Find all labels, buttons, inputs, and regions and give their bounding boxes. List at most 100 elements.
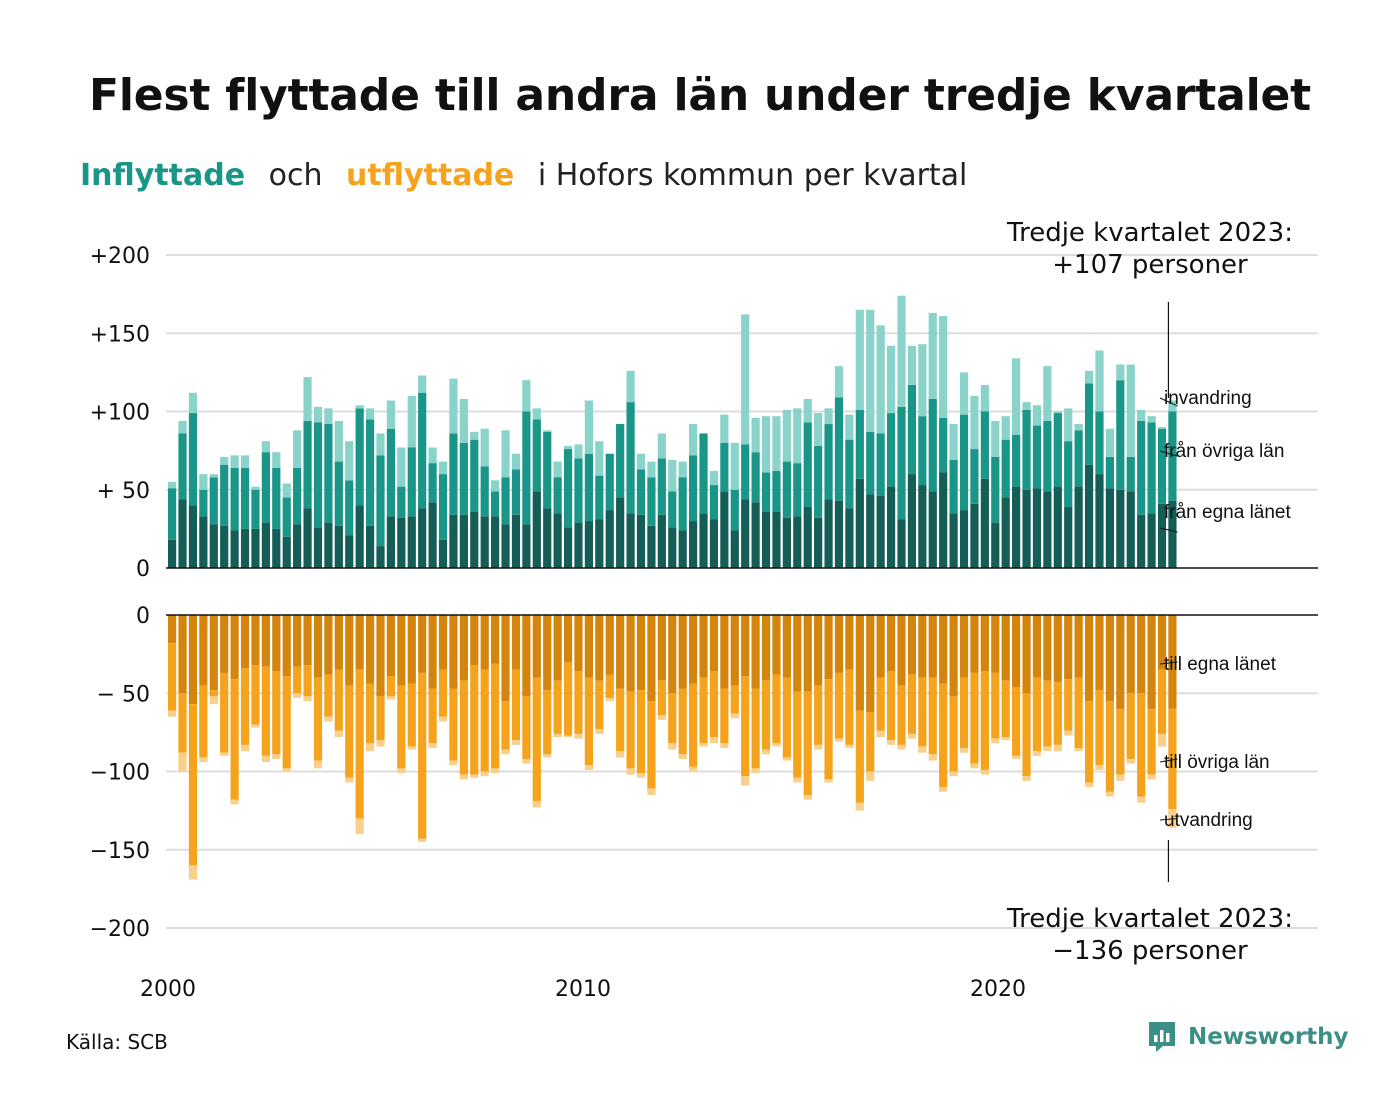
- annotation-bottom-line2: −136 personer: [1052, 935, 1248, 966]
- bar-out-1-17: [345, 685, 354, 778]
- bar-out-0-67: [866, 615, 875, 713]
- bar-in-1-21: [386, 428, 396, 517]
- bar-in-0-85: [1053, 486, 1062, 568]
- bar-in-2-65: [845, 414, 854, 440]
- chart-title: Flest flyttade till andra län under tred…: [88, 70, 1311, 121]
- bar-in-0-14: [313, 527, 323, 568]
- bar-out-0-27: [449, 615, 458, 689]
- bar-out-0-94: [1147, 615, 1156, 709]
- bar-in-0-93: [1137, 514, 1146, 568]
- bar-out-1-11: [282, 676, 291, 769]
- bar-out-1-6: [230, 679, 239, 800]
- bar-in-1-20: [376, 455, 385, 547]
- bar-in-0-20: [376, 546, 385, 568]
- brand-logo[interactable]: Newsworthy: [1146, 1020, 1349, 1054]
- bar-out-0-35: [532, 615, 541, 678]
- bar-in-0-40: [584, 521, 593, 568]
- bar-in-1-43: [616, 424, 625, 498]
- bar-out-2-22: [397, 768, 406, 774]
- bar-in-2-60: [793, 408, 802, 464]
- bar-out-2-32: [501, 749, 510, 755]
- bar-in-0-67: [866, 494, 875, 568]
- bar-in-1-56: [751, 452, 760, 503]
- bar-out-0-59: [782, 615, 791, 678]
- bar-out-0-30: [480, 615, 489, 670]
- bar-in-1-52: [709, 485, 719, 520]
- bar-out-0-87: [1074, 615, 1083, 678]
- bar-out-0-29: [470, 615, 479, 666]
- bar-out-0-42: [605, 615, 614, 675]
- bar-in-0-17: [345, 535, 354, 568]
- bar-in-1-18: [355, 408, 364, 506]
- bar-in-1-74: [939, 417, 948, 473]
- bar-out-0-21: [386, 615, 396, 677]
- bar-in-1-65: [845, 439, 854, 509]
- bar-in-2-37: [553, 461, 562, 478]
- bar-in-2-92: [1126, 364, 1135, 457]
- bar-out-2-43: [616, 751, 625, 758]
- bar-in-2-64: [834, 366, 844, 398]
- bar-in-0-3: [199, 516, 208, 568]
- bar-out-0-49: [678, 615, 687, 689]
- bar-in-0-63: [824, 499, 833, 568]
- bar-out-2-47: [657, 715, 666, 720]
- bar-in-0-1: [178, 499, 187, 568]
- bar-out-0-0: [168, 615, 177, 644]
- bar-in-0-72: [918, 485, 927, 568]
- bar-out-2-66: [855, 802, 864, 811]
- bar-out-2-34: [522, 758, 531, 764]
- bar-out-1-79: [991, 672, 1000, 739]
- bar-out-0-78: [980, 615, 989, 672]
- bar-in-1-8: [251, 489, 260, 529]
- bar-out-0-69: [886, 615, 896, 672]
- bar-out-1-81: [1012, 686, 1021, 756]
- bar-out-0-58: [772, 615, 781, 675]
- bar-out-2-72: [918, 746, 927, 753]
- bar-in-0-47: [657, 514, 666, 568]
- bar-in-2-62: [814, 413, 823, 446]
- bar-out-2-53: [720, 743, 729, 749]
- bar-in-1-58: [772, 470, 781, 512]
- bar-in-1-76: [959, 414, 969, 511]
- bar-out-1-18: [355, 669, 364, 819]
- bar-in-0-78: [980, 478, 989, 568]
- bar-out-0-19: [365, 615, 375, 684]
- y-tick-out--100: −100: [90, 761, 150, 786]
- bar-out-0-61: [803, 615, 812, 692]
- chart-subtitle: Inflyttade och utflyttade i Hofors kommu…: [80, 158, 981, 193]
- bar-in-1-14: [313, 422, 323, 528]
- bar-out-0-52: [709, 615, 719, 672]
- bar-out-2-75: [949, 771, 958, 777]
- bar-in-2-19: [365, 408, 375, 420]
- bar-out-0-60: [793, 615, 802, 692]
- x-tick-2010: 2010: [555, 977, 611, 1002]
- bar-out-0-88: [1084, 615, 1094, 702]
- bar-in-0-95: [1157, 503, 1167, 568]
- bar-in-2-72: [918, 344, 927, 417]
- bar-in-1-42: [605, 453, 614, 511]
- bar-in-0-91: [1116, 489, 1125, 568]
- bar-in-1-59: [782, 461, 791, 518]
- bar-in-0-27: [449, 514, 458, 568]
- bar-out-1-54: [730, 685, 739, 714]
- bar-out-1-89: [1095, 690, 1104, 766]
- bar-in-0-74: [939, 472, 948, 568]
- bar-in-2-67: [866, 309, 875, 432]
- bar-in-1-82: [1022, 409, 1031, 490]
- bar-in-2-38: [563, 445, 573, 450]
- bar-out-0-18: [355, 615, 364, 670]
- bar-out-1-68: [876, 677, 885, 731]
- bar-out-1-78: [980, 671, 989, 770]
- bar-in-0-24: [418, 508, 427, 568]
- bar-out-2-29: [470, 774, 479, 778]
- bar-out-1-27: [449, 688, 458, 761]
- bar-in-0-7: [240, 528, 250, 568]
- bar-in-0-89: [1095, 474, 1104, 568]
- bar-in-1-83: [1032, 425, 1042, 489]
- bar-in-1-36: [543, 431, 552, 509]
- bar-out-2-38: [563, 735, 573, 738]
- bar-out-0-16: [334, 615, 343, 670]
- bar-out-0-32: [501, 615, 510, 702]
- bar-in-2-44: [626, 370, 635, 403]
- x-tick-2020: 2020: [970, 977, 1026, 1002]
